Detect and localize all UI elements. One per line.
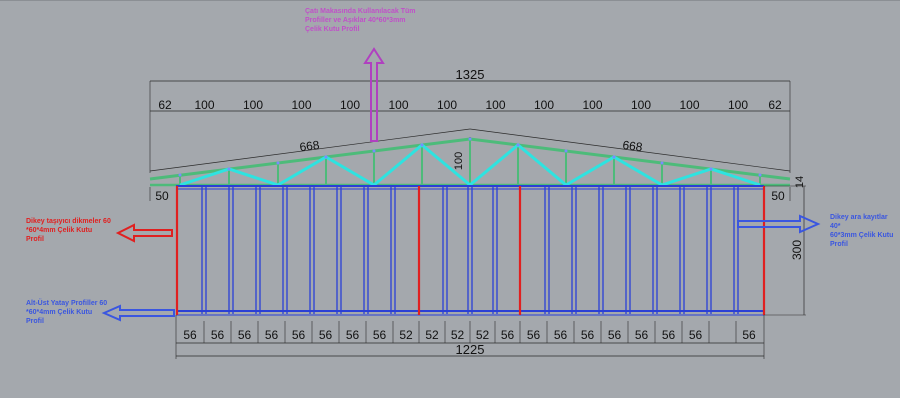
top-segment-6: 100 xyxy=(388,98,408,112)
top-segment-14: 62 xyxy=(768,98,782,112)
vertical-intermediate-posts xyxy=(201,187,739,314)
bottom-segment-5: 56 xyxy=(292,328,306,342)
bottom-overall-dimension-text: 1225 xyxy=(456,342,485,357)
ridge-height-text: 100 xyxy=(453,152,465,170)
left-blue-note-line-2: *60*4mm Çelik Kutu xyxy=(26,309,93,316)
right-blue-note-line-1: Dikey ara kayıtlar 40* xyxy=(830,214,888,230)
bottom-segment-9: 52 xyxy=(399,328,413,342)
top-segment-8: 100 xyxy=(485,98,505,112)
roof-slope-dimensions: 668 668 xyxy=(149,128,791,172)
top-segment-11: 100 xyxy=(631,98,651,112)
left-blue-note-line-3: Profil xyxy=(26,318,44,325)
bottom-segment-6: 56 xyxy=(319,328,333,342)
bottom-segment-dimensions: 56 56 56 56 56 56 56 56 52 52 52 52 56 5… xyxy=(175,315,765,359)
bottom-segment-12: 52 xyxy=(476,328,490,342)
bottom-segment-15: 56 xyxy=(554,328,568,342)
overhang-left-text: 50 xyxy=(155,189,169,203)
roof-truss-chords xyxy=(149,137,791,187)
bottom-segment-1: 56 xyxy=(183,328,197,342)
top-segment-4: 100 xyxy=(291,98,311,112)
top-note-line-1: Çatı Makasında Kullanılacak Tüm xyxy=(305,8,416,15)
overhang-dimensions: 50 50 14 xyxy=(149,176,806,203)
intermediate-post-note: Dikey ara kayıtlar 40* 60*3mm Çelik Kutu… xyxy=(830,213,900,249)
bottom-overall-dimension: 1225 xyxy=(176,342,764,357)
top-segment-10: 100 xyxy=(582,98,602,112)
purlin-markers xyxy=(178,137,762,177)
top-segment-1: 62 xyxy=(158,98,172,112)
top-overall-dimension: 1325 xyxy=(149,67,791,173)
bottom-segment-18: 56 xyxy=(635,328,649,342)
left-red-note-line-3: Profil xyxy=(26,236,44,243)
bottom-segment-14: 56 xyxy=(527,328,541,342)
eave-right-text: 14 xyxy=(794,176,806,188)
top-segment-7: 100 xyxy=(437,98,457,112)
bottom-segment-8: 56 xyxy=(373,328,387,342)
bottom-segment-7: 56 xyxy=(346,328,360,342)
bottom-segment-3: 56 xyxy=(238,328,252,342)
top-note-line-2: Profiller ve Aşıklar 40*60*3mm xyxy=(305,17,406,24)
left-blue-arrow xyxy=(101,304,175,322)
top-segment-3: 100 xyxy=(243,98,263,112)
top-profile-note: Çatı Makasında Kullanılacak Tüm Profille… xyxy=(305,7,455,34)
vertical-column-note: Dikey taşıyıcı dikmeler 60 *60*4mm Çelik… xyxy=(26,217,126,244)
bottom-segment-19: 56 xyxy=(662,328,676,342)
main-columns xyxy=(175,186,766,315)
top-segment-13: 100 xyxy=(728,98,748,112)
wall-height-dimension: 300 xyxy=(764,185,806,316)
top-segment-2: 100 xyxy=(194,98,214,112)
overhang-right-text: 50 xyxy=(771,189,785,203)
bottom-segment-10: 52 xyxy=(425,328,439,342)
bottom-segment-17: 56 xyxy=(608,328,622,342)
top-segment-5: 100 xyxy=(340,98,360,112)
horizontal-profile-note: Alt-Üst Yatay Profiller 60 *60*4mm Çelik… xyxy=(26,299,126,326)
top-overall-dimension-text: 1325 xyxy=(456,67,485,82)
bottom-segment-21: 56 xyxy=(742,328,756,342)
left-blue-note-line-1: Alt-Üst Yatay Profiller 60 xyxy=(26,300,108,307)
left-red-note-line-1: Dikey taşıyıcı dikmeler 60 xyxy=(26,218,111,225)
top-note-line-3: Çelik Kutu Profil xyxy=(305,26,360,33)
bottom-segment-11: 52 xyxy=(451,328,465,342)
top-segment-9: 100 xyxy=(534,98,554,112)
left-red-note-line-2: *60*4mm Çelik Kutu xyxy=(26,227,93,234)
top-note-arrow xyxy=(363,47,385,142)
right-blue-arrow xyxy=(737,214,821,234)
roof-slope-left-text: 668 xyxy=(299,138,321,155)
bottom-segment-4: 56 xyxy=(265,328,279,342)
wall-height-text: 300 xyxy=(790,240,804,260)
right-blue-note-line-3: Profil xyxy=(830,241,848,248)
top-segment-dimensions: 62 100 100 100 100 100 100 100 100 100 1… xyxy=(150,98,790,112)
bottom-segment-13: 56 xyxy=(501,328,515,342)
left-red-arrow xyxy=(115,223,173,243)
bottom-segment-16: 56 xyxy=(581,328,595,342)
wall-frame xyxy=(175,185,766,316)
bottom-segment-2: 56 xyxy=(211,328,225,342)
top-segment-12: 100 xyxy=(679,98,699,112)
right-blue-note-line-2: 60*3mm Çelik Kutu xyxy=(830,232,894,239)
roof-slope-right-text: 668 xyxy=(622,138,644,155)
bottom-segment-20: 56 xyxy=(689,328,703,342)
